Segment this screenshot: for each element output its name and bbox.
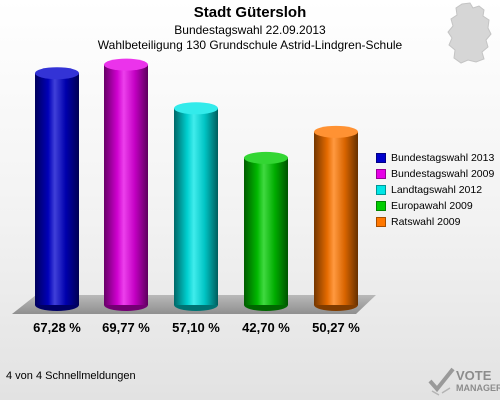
legend-swatch	[376, 216, 386, 227]
legend-item: Landtagswahl 2012	[376, 182, 494, 197]
legend-swatch	[376, 168, 386, 179]
bar-value-label: 67,28 %	[33, 320, 81, 335]
bar-value-label: 57,10 %	[172, 320, 220, 335]
legend-item: Bundestagswahl 2009	[376, 166, 494, 181]
logo-text-manager: MANAGER	[456, 383, 500, 393]
footer-status: 4 von 4 Schnellmeldungen	[6, 370, 136, 382]
legend-swatch	[376, 152, 386, 163]
bar-3	[174, 102, 218, 311]
germany-map-icon	[447, 2, 492, 64]
legend-swatch	[376, 200, 386, 211]
legend-swatch	[376, 184, 386, 195]
bar-value-label: 50,27 %	[312, 320, 360, 335]
page-title: Stadt Gütersloh	[193, 4, 307, 21]
chart-legend: Bundestagswahl 2013 Bundestagswahl 2009 …	[376, 150, 494, 230]
checkmark-icon	[428, 367, 455, 396]
legend-item: Europawahl 2009	[376, 198, 494, 213]
bar-1	[35, 67, 79, 311]
legend-label: Landtagswahl 2012	[391, 183, 483, 196]
legend-label: Bundestagswahl 2009	[391, 167, 495, 180]
chart-subtitle-2: Wahlbeteiligung 130 Grundschule Astrid-L…	[97, 38, 403, 52]
votemanager-logo: VOTE MANAGER	[428, 366, 500, 398]
legend-item: Ratswahl 2009	[376, 214, 494, 229]
legend-label: Europawahl 2009	[391, 199, 473, 212]
chart-subtitle: Bundestagswahl 22.09.2013	[174, 23, 326, 37]
bar-5	[314, 125, 358, 311]
logo-text-vote: VOTE	[456, 368, 492, 383]
bar-value-label: 42,70 %	[242, 320, 290, 335]
bar-4	[244, 151, 288, 311]
legend-label: Bundestagswahl 2013	[391, 151, 495, 164]
bar-2	[104, 58, 148, 311]
legend-label: Ratswahl 2009	[391, 215, 461, 228]
legend-item: Bundestagswahl 2013	[376, 150, 494, 165]
bar-value-label: 69,77 %	[102, 320, 150, 335]
